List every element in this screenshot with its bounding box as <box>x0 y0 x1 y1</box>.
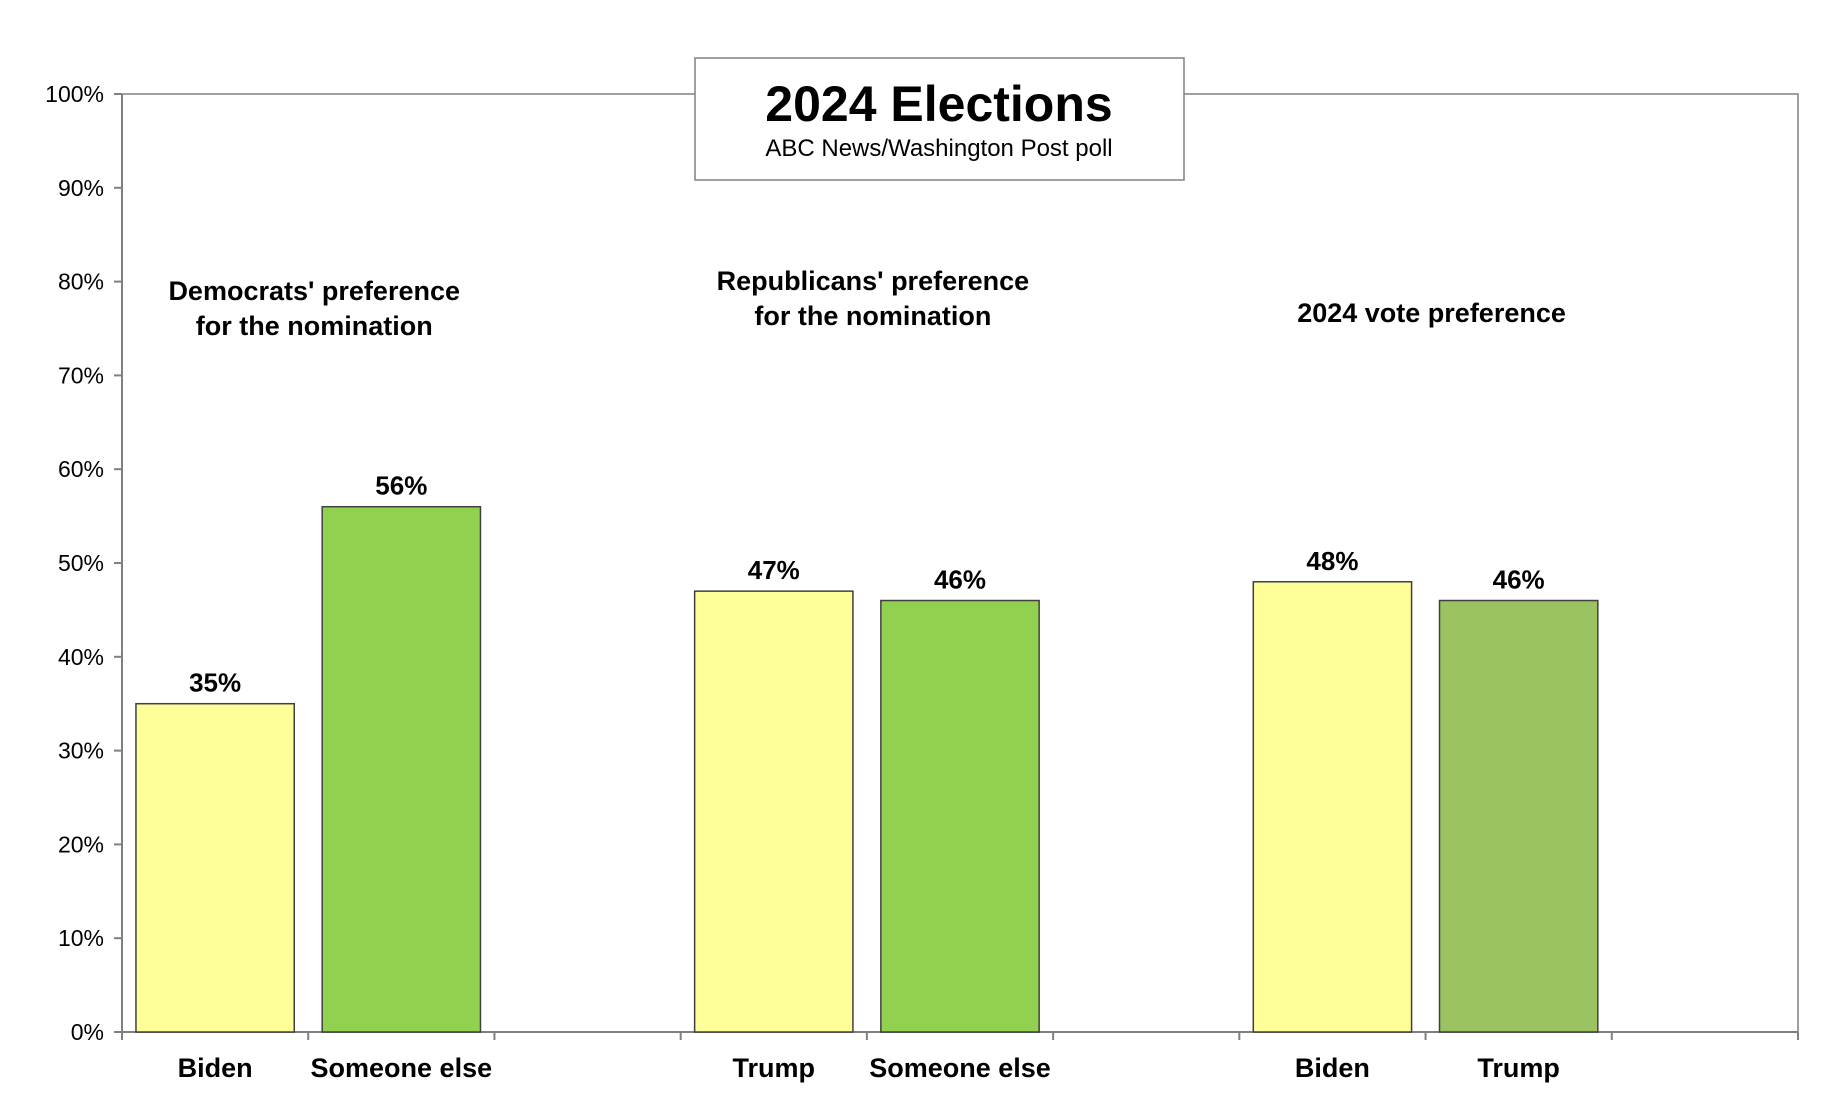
bar-trump <box>693 590 854 1033</box>
chart-subtitle: ABC News/Washington Post poll <box>765 135 1112 162</box>
y-tick-label: 30% <box>58 738 104 764</box>
y-tick-label: 70% <box>58 362 104 388</box>
category-label: Trump <box>733 1053 816 1083</box>
value-labels: 35% 56% 47% 46% 48% 46% <box>189 471 1545 698</box>
category-label: Someone else <box>869 1053 1051 1083</box>
y-tick-label: 50% <box>58 550 104 576</box>
bar-trump <box>1438 599 1599 1033</box>
y-axis-ticks: 0% 10% 20% 30% 40% 50% 60% 70% 80% 90% 100% <box>45 81 122 1045</box>
category-label: Someone else <box>311 1053 493 1083</box>
group-heading: 2024 vote preference <box>1297 298 1566 328</box>
y-tick-label: 40% <box>58 644 104 670</box>
bar-biden <box>1252 581 1413 1033</box>
y-tick-label: 0% <box>71 1019 104 1045</box>
x-axis-ticks <box>121 1032 1799 1040</box>
y-tick-label: 80% <box>58 269 104 295</box>
group-labels: Democrats' preference for the nomination R… <box>168 266 1565 341</box>
bar-biden <box>135 702 296 1033</box>
category-labels: Biden Someone else Trump Someone else Biden T… <box>178 1053 1560 1083</box>
category-label: Trump <box>1477 1053 1560 1083</box>
bars <box>135 505 1599 1033</box>
group-heading: Republicans' preference <box>717 266 1030 296</box>
bar-value-label: 46% <box>934 565 986 595</box>
group-heading: for the nomination <box>196 311 433 341</box>
title-box-frame <box>694 57 1185 181</box>
y-tick-label: 20% <box>58 831 104 857</box>
y-tick-label: 90% <box>58 175 104 201</box>
title-box: 2024 Elections ABC News/Washington Post … <box>694 57 1185 181</box>
bar-someone-else <box>880 599 1040 1033</box>
bar-value-label: 56% <box>375 471 427 501</box>
bar-value-label: 48% <box>1306 546 1358 576</box>
y-tick-label: 60% <box>58 456 104 482</box>
bar-value-label: 35% <box>189 668 241 698</box>
bar-value-label: 46% <box>1493 565 1545 595</box>
bar-someone-else <box>321 505 482 1033</box>
group-heading: Democrats' preference <box>168 276 460 306</box>
group-heading: for the nomination <box>754 301 991 331</box>
category-label: Biden <box>1295 1053 1370 1083</box>
y-tick-label: 100% <box>45 81 104 107</box>
bar-value-label: 47% <box>748 555 800 585</box>
category-label: Biden <box>178 1053 253 1083</box>
y-tick-label: 10% <box>58 925 104 951</box>
chart-title: 2024 Elections <box>765 76 1112 132</box>
